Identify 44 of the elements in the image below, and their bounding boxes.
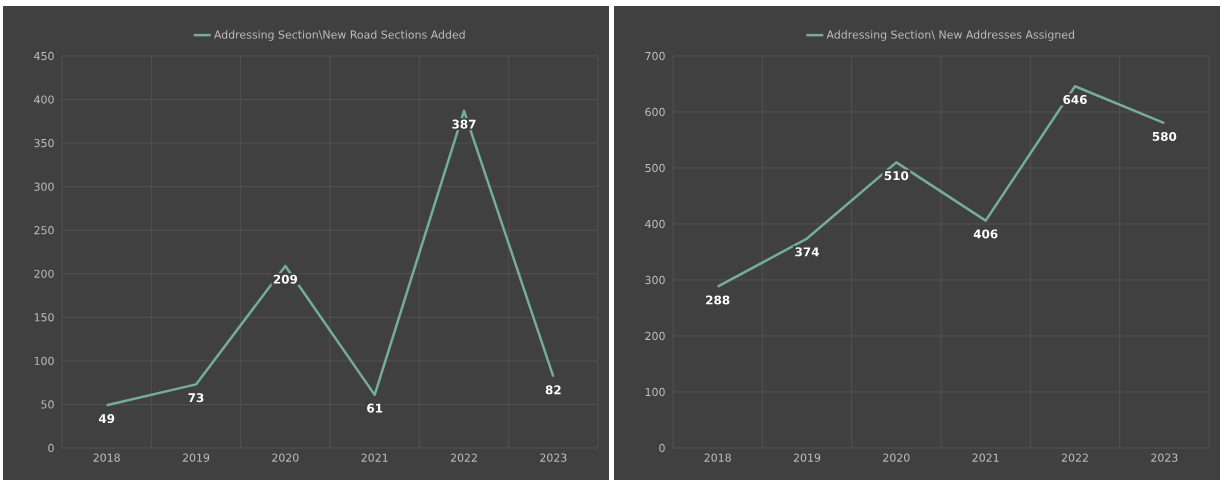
x-tick-label: 2022	[450, 453, 477, 462]
y-tick-label: 100	[34, 356, 54, 366]
y-tick-label: 500	[645, 163, 665, 173]
legend-label: Addressing Section\ New Addresses Assigned	[826, 30, 1075, 41]
y-tick-label: 0	[48, 443, 54, 453]
x-tick-label: 2021	[972, 453, 999, 462]
y-tick-label: 400	[34, 95, 54, 104]
x-tick-label: 2023	[540, 453, 567, 462]
y-tick-label: 150	[34, 313, 54, 322]
y-tick-label: 300	[645, 275, 665, 285]
x-tick-label: 2023	[1151, 453, 1178, 462]
y-tick-label: 450	[34, 51, 54, 61]
y-tick-label: 700	[645, 51, 665, 61]
x-tick-label: 2022	[1061, 453, 1088, 462]
y-tick-label: 50	[41, 400, 54, 409]
y-tick-label: 250	[34, 226, 54, 235]
x-tick-label: 2020	[883, 453, 910, 462]
data-label: 288	[706, 295, 730, 305]
y-tick-label: 300	[34, 182, 54, 191]
y-tick-label: 0	[659, 443, 665, 453]
x-tick-label: 2019	[182, 453, 210, 462]
legend-label: Addressing Section\New Road Sections Added	[214, 30, 465, 41]
y-tick-label: 400	[645, 219, 665, 229]
data-label: 580	[1152, 131, 1177, 141]
y-tick-label: 100	[645, 387, 665, 397]
data-label: 82	[545, 385, 561, 395]
data-label: 510	[884, 171, 909, 181]
data-label: 73	[188, 393, 204, 403]
data-label: 406	[973, 229, 998, 239]
data-label: 61	[367, 403, 383, 413]
data-label: 646	[1063, 94, 1087, 105]
y-tick-label: 200	[34, 269, 54, 278]
x-tick-label: 2018	[704, 453, 731, 462]
x-tick-label: 2021	[361, 453, 388, 462]
data-label: 387	[452, 119, 476, 129]
y-tick-label: 200	[645, 331, 665, 341]
data-label: 49	[98, 414, 115, 424]
x-tick-label: 2020	[272, 453, 299, 462]
x-tick-label: 2019	[793, 453, 821, 462]
data-label: 209	[273, 274, 298, 284]
data-label: 374	[795, 247, 819, 257]
y-tick-label: 350	[34, 138, 54, 148]
y-tick-label: 600	[645, 107, 665, 117]
x-tick-label: 2018	[93, 453, 120, 462]
